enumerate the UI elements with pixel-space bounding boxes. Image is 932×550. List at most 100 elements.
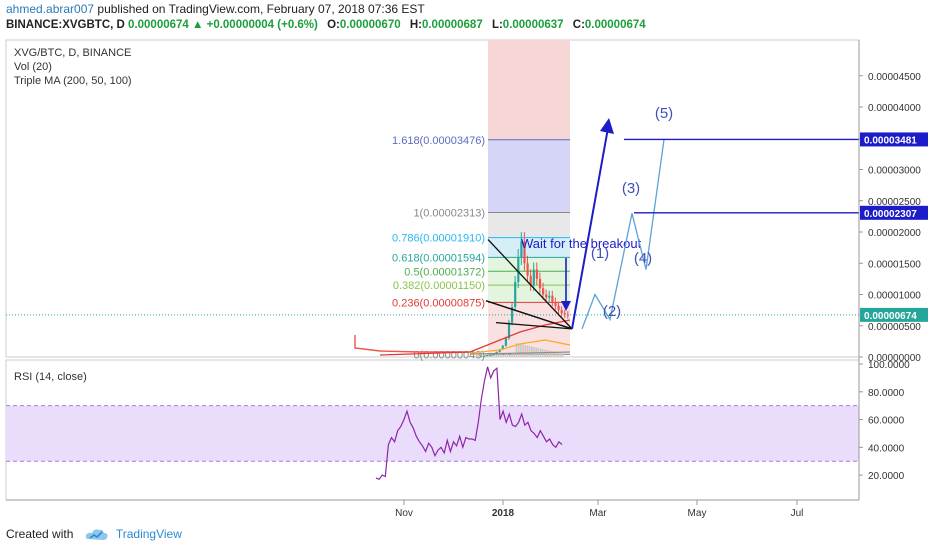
candle-body xyxy=(492,353,495,356)
candle-body xyxy=(507,322,511,339)
candle-body xyxy=(486,355,489,357)
wave-label: (5) xyxy=(655,105,673,122)
time-axis-label: 2018 xyxy=(492,508,515,519)
rsi-band-fill xyxy=(6,405,859,462)
candle-body xyxy=(557,305,560,311)
candle-body xyxy=(526,263,529,276)
fib-level-label: 0.382(0.00001150) xyxy=(393,280,485,292)
created-with-text: Created with xyxy=(6,527,74,541)
price-axis-label: 0.00001000 xyxy=(868,291,921,302)
price-badge-label: 0.00002307 xyxy=(864,209,917,220)
volume-bar xyxy=(526,345,529,357)
tradingview-brand-link[interactable]: TradingView xyxy=(115,527,182,541)
price-chart-layer: 0(0.00000043) 0.236(0.00000875) 0.382(0.00… xyxy=(6,40,859,361)
price-axis-label: 0.00002000 xyxy=(868,228,921,239)
fib-extension-band-red xyxy=(488,40,570,140)
volume-bar xyxy=(515,343,518,357)
volume-bar xyxy=(522,344,524,357)
volume-bar xyxy=(495,355,498,357)
price-badge-label: 0.00000674 xyxy=(864,311,917,322)
projection-arrow-head xyxy=(600,118,614,134)
price-axis-label: 0.00004000 xyxy=(868,103,921,114)
candle-body xyxy=(545,294,548,298)
elliott-wave-line xyxy=(581,139,665,330)
low-value: 0.00000637 xyxy=(502,19,564,31)
candle-body xyxy=(501,345,504,350)
wave-label: (1) xyxy=(591,245,609,262)
volume-bar xyxy=(544,349,546,357)
volume-bar xyxy=(533,347,535,357)
published-text: published on TradingView.com, February 0… xyxy=(97,2,425,16)
volume-bar xyxy=(555,352,557,357)
candle-body xyxy=(495,352,498,354)
volume-bar xyxy=(513,353,515,357)
candle-body xyxy=(483,355,486,357)
candle-body xyxy=(551,295,554,302)
open-label: O: xyxy=(327,19,340,31)
ma-mid-line xyxy=(469,339,571,354)
volume-bar xyxy=(531,346,533,357)
time-axis-label: May xyxy=(688,508,707,519)
fib-level-label: 0.236(0.00000875) xyxy=(392,297,485,309)
candle-body xyxy=(542,288,545,295)
triangle-support-line xyxy=(495,321,573,330)
breakout-annotation: Wait for the breakout xyxy=(521,236,642,251)
time-axis-label: Jul xyxy=(791,508,804,519)
candle-body xyxy=(480,355,483,357)
volume-bar xyxy=(528,346,531,357)
volume-bar xyxy=(553,351,555,357)
close-value: 0.00000674 xyxy=(584,19,646,31)
candle-body xyxy=(514,282,517,307)
candle-body xyxy=(489,355,492,357)
tradingview-cloud-icon xyxy=(85,529,108,540)
volume-bar xyxy=(559,353,562,357)
candle-body xyxy=(504,338,507,346)
candle-body xyxy=(548,295,551,298)
low-label: L: xyxy=(491,19,503,31)
fib-level-label: 0(0.00000043) xyxy=(413,349,485,361)
volume-bar xyxy=(511,354,513,357)
candle-body xyxy=(554,302,557,306)
volume-bar xyxy=(546,350,548,357)
candle-body xyxy=(532,269,535,286)
price-badge xyxy=(860,307,928,322)
last-price: 0.00000674 xyxy=(128,19,189,31)
candle-body xyxy=(535,269,538,279)
wave-label: (2) xyxy=(603,303,621,320)
candle-body xyxy=(563,313,566,315)
early-history-line xyxy=(354,335,470,353)
legend-volume: Vol (20) xyxy=(14,61,52,73)
volume-bar xyxy=(491,354,493,357)
volume-bar xyxy=(487,353,489,357)
high-value: 0.00000687 xyxy=(421,19,483,31)
price-badge xyxy=(860,132,928,147)
fib-level-label: 1.618(0.00003476) xyxy=(392,135,485,147)
fib-band-0236-0618 xyxy=(488,257,570,303)
candle-body xyxy=(511,307,514,323)
volume-bar xyxy=(548,350,551,357)
ma-slow-line xyxy=(469,351,571,355)
volume-bar xyxy=(561,353,564,357)
price-axis-label: 0.00000000 xyxy=(868,353,921,364)
candle-body xyxy=(538,278,542,289)
fib-band-0618-0786 xyxy=(488,237,570,258)
candle-body xyxy=(520,241,523,257)
author-link[interactable]: ahmed.abrar007 xyxy=(6,2,95,16)
time-axis-label: Nov xyxy=(395,508,413,519)
projection-arrow-shaft xyxy=(571,127,609,330)
volume-bar xyxy=(517,343,520,357)
price-axis-label: 0.00004500 xyxy=(868,72,921,83)
candle-body xyxy=(498,349,501,352)
candle-body xyxy=(523,241,526,264)
ohlc-line: BINANCE:XVGBTC, D 0.00000674 ▲ +0.000000… xyxy=(6,19,646,31)
time-axis-label: Mar xyxy=(589,508,607,519)
axes-layer: 0.000045000.000040000.000035000.00003000… xyxy=(6,40,928,519)
triangle-lower-line xyxy=(485,300,573,330)
fib-level-label: 0.5(0.00001372) xyxy=(404,266,485,278)
wave-label: (4) xyxy=(634,250,652,267)
legend-rsi: RSI (14, close) xyxy=(14,371,87,383)
volume-bar xyxy=(506,353,509,357)
volume-bar xyxy=(502,355,504,357)
close-label: C: xyxy=(572,19,585,31)
